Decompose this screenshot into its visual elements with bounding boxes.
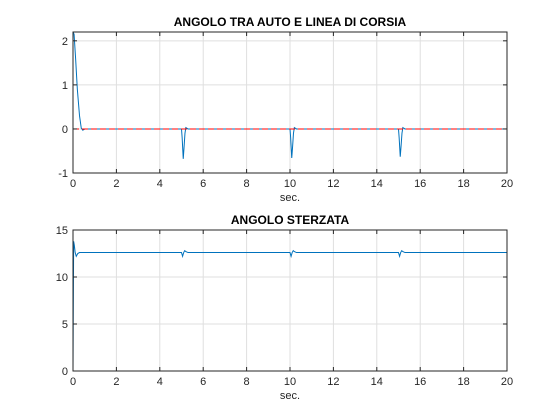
x-tick-label: 18 — [457, 376, 469, 388]
y-tick-label: 10 — [56, 272, 68, 284]
x-tick-label: 4 — [157, 178, 163, 190]
plot-steering-angle: 0 2 4 6 8 10 12 14 16 18 20 0 5 10 15 ANGOLO STERZATA se… — [56, 213, 513, 402]
series-line — [73, 241, 507, 371]
y-tick-label: 1 — [62, 80, 68, 92]
x-tick-label: 12 — [327, 376, 339, 388]
x-tick-label: 8 — [244, 376, 250, 388]
x-tick-label: 18 — [457, 178, 469, 190]
y-tick-label: 15 — [56, 225, 68, 237]
y-tick-label: 0 — [62, 124, 68, 136]
x-tick-label: 2 — [113, 178, 119, 190]
x-tick-label: 20 — [501, 178, 513, 190]
x-axis-label: sec. — [280, 192, 300, 204]
x-tick-label: 0 — [70, 178, 76, 190]
x-tick-label: 14 — [371, 178, 383, 190]
x-tick-label: 0 — [70, 376, 76, 388]
x-tick-label: 14 — [371, 376, 383, 388]
y-tick-label: 5 — [62, 319, 68, 331]
x-tick-label: 6 — [200, 376, 206, 388]
x-tick-label: 16 — [414, 178, 426, 190]
chart-title: ANGOLO STERZATA — [231, 213, 350, 227]
y-tick-label: -1 — [58, 168, 68, 180]
y-tick-label: 0 — [62, 366, 68, 378]
x-axis-label: sec. — [280, 390, 300, 402]
x-tick-label: 2 — [113, 376, 119, 388]
x-tick-label: 12 — [327, 178, 339, 190]
x-tick-label: 4 — [157, 376, 163, 388]
x-tick-label: 16 — [414, 376, 426, 388]
x-tick-label: 20 — [501, 376, 513, 388]
chart-title: ANGOLO TRA AUTO E LINEA DI CORSIA — [174, 15, 407, 29]
x-tick-label: 6 — [200, 178, 206, 190]
x-tick-label: 8 — [244, 178, 250, 190]
y-tick-label: 2 — [62, 36, 68, 48]
x-tick-label: 10 — [284, 178, 296, 190]
x-tick-label: 10 — [284, 376, 296, 388]
